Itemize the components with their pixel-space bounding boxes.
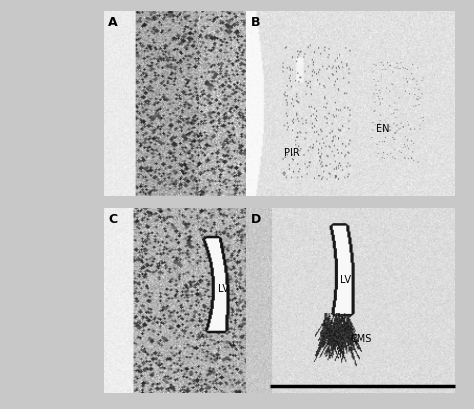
Text: C: C	[108, 212, 117, 225]
Text: PIR: PIR	[284, 148, 300, 158]
Text: LV: LV	[340, 274, 351, 284]
Text: D: D	[251, 212, 261, 225]
Text: A: A	[108, 16, 118, 29]
Text: EN: EN	[376, 124, 389, 134]
Text: CMS: CMS	[351, 333, 372, 343]
Text: LV: LV	[218, 283, 229, 293]
Text: B: B	[251, 16, 260, 29]
